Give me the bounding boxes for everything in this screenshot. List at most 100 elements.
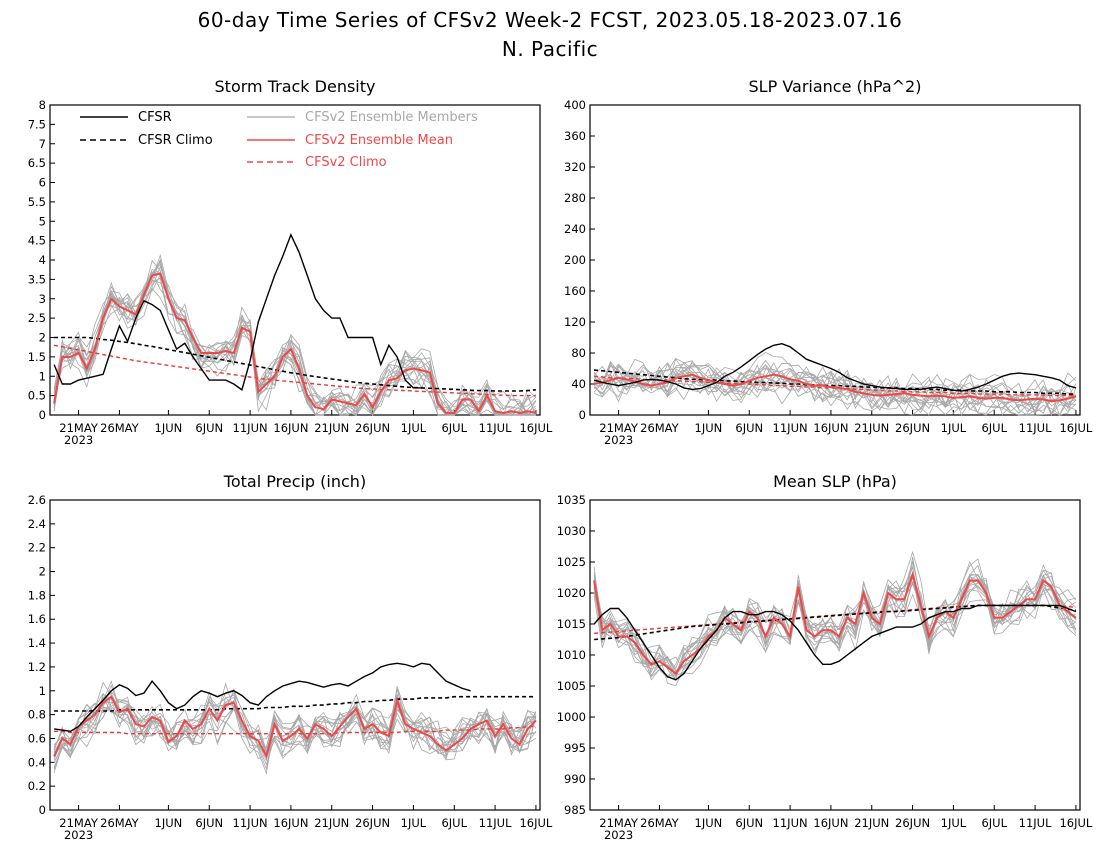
y-tick-label: 1.2 [28,660,46,674]
series-line-cfsr-climo [54,695,536,712]
legend: CFSR CFSR Climo CFSv2 Ensemble Members CFSv… [80,110,478,170]
series-line-cfsr [53,662,471,733]
legend-label-cfsr: CFSR [138,110,172,125]
ensemble-member-line [593,363,1077,416]
ensemble-member-line [593,560,1077,681]
x-tick-label: 16JUN [813,816,848,830]
y-tick-label: 7 [39,137,46,151]
x-tick-label: 6JUL [981,421,1007,435]
ensemble-member-line [593,360,1077,416]
x-tick-label: 21JUN [854,816,889,830]
x-tick-label: 1JUN [155,421,183,435]
x-tick-label: 1JUN [695,421,723,435]
x-tick-label: 26JUN [895,421,930,435]
x-tick-label: 1JUN [695,816,723,830]
y-tick-label: 1 [39,369,46,383]
x-year-label: 2023 [64,433,93,447]
x-year-label: 2023 [604,433,633,447]
y-tick-label: 7.5 [28,117,46,131]
x-tick-label: 26MAY [100,421,140,435]
ensemble-member-line [53,700,537,761]
x-tick-label: 26JUN [895,816,930,830]
x-tick-label: 26MAY [640,816,680,830]
y-tick-label: 995 [564,741,586,755]
x-tick-label: 16JUL [519,421,552,435]
y-tick-label: 400 [564,98,586,112]
x-tick-label: 11JUN [233,816,268,830]
x-tick-label: 16JUL [1059,421,1092,435]
y-tick-label: 1 [39,684,46,698]
y-tick-label: 0.5 [28,389,46,403]
y-tick-label: 1020 [557,586,586,600]
legend-label-ens-mean: CFSv2 Ensemble Mean [305,133,453,148]
y-tick-label: 1035 [557,493,586,507]
plot-frame [49,104,541,416]
ensemble-members [593,352,1077,417]
series-line-ens-mean [53,695,537,760]
x-tick-label: 11JUL [479,421,512,435]
panel-title: Total Precip (inch) [223,472,366,491]
y-tick-label: 6 [39,176,46,190]
series-line-cfsr [593,342,1077,392]
x-tick-label: 6JUL [981,816,1007,830]
y-tick-label: 320 [564,160,586,174]
series-line-cfsr-climo [54,336,536,392]
x-tick-label: 1JUL [941,816,967,830]
figure-title-line2: N. Pacific [502,37,598,61]
y-tick-label: 1030 [557,524,586,538]
x-tick-label: 6JUN [735,421,763,435]
x-tick-label: 11JUN [233,421,268,435]
x-tick-label: 21JUN [314,421,349,435]
x-tick-label: 1JUL [401,421,427,435]
ensemble-member-line [53,271,536,416]
y-tick-label: 0 [39,803,46,817]
y-tick-label: 2.4 [28,517,46,531]
ensemble-member-line [593,576,1077,678]
y-tick-label: 40 [571,377,586,391]
y-tick-label: 1015 [557,617,586,631]
chart-panel-1: Storm Track Density 0 0.5 1 1.5 2 2.5 3 3.5 4 4.5 5… [28,77,553,447]
y-tick-label: 4 [39,253,46,267]
y-tick-label: 985 [564,803,586,817]
y-tick-label: 160 [564,284,586,298]
chart-panel-4: Mean SLP (hPa) 985 990 995 1000 1005 1010 1015 1… [557,472,1093,842]
y-tick-label: 8 [39,98,46,112]
x-tick-label: 11JUL [1019,816,1052,830]
ensemble-member-line [593,560,1077,679]
y-tick-label: 1005 [557,679,586,693]
figure-title-line1: 60-day Time Series of CFSv2 Week-2 FCST,… [198,8,903,32]
x-tick-label: 21MAY [59,816,99,830]
series-line-ens-mean [593,570,1077,676]
x-tick-label: 1JUN [155,816,183,830]
y-tick-label: 1000 [557,710,586,724]
legend-label-cfsr-climo: CFSR Climo [138,133,213,148]
x-tick-label: 26MAY [100,816,140,830]
y-tick-label: 360 [564,129,586,143]
chart-panel-2: SLP Variance (hPa^2) 0 40 80 120 160 200 240 280… [564,77,1093,447]
ensemble-member-line [53,258,536,416]
x-tick-label: 6JUL [441,816,467,830]
x-tick-label: 6JUL [441,421,467,435]
x-year-label: 2023 [604,828,633,842]
x-tick-label: 26JUN [355,816,390,830]
x-tick-label: 16JUN [273,421,308,435]
y-tick-label: 0.2 [28,779,46,793]
y-tick-label: 240 [564,222,586,236]
y-tick-label: 2.6 [28,493,46,507]
y-tick-label: 2 [39,331,46,345]
y-tick-label: 3.5 [28,272,46,286]
x-tick-label: 6JUN [735,816,763,830]
y-tick-label: 2 [39,565,46,579]
x-year-label: 2023 [64,828,93,842]
x-tick-label: 1JUL [401,816,427,830]
y-tick-label: 5.5 [28,195,46,209]
plot-frame [49,499,541,811]
y-tick-label: 1.8 [28,588,46,602]
x-tick-label: 6JUN [195,421,223,435]
legend-label-cfsv2-climo: CFSv2 Climo [305,155,387,170]
x-tick-label: 11JUL [479,816,512,830]
y-tick-label: 80 [571,346,586,360]
y-tick-label: 0 [39,408,46,422]
legend-label-ens-members: CFSv2 Ensemble Members [305,110,478,125]
ensemble-member-line [594,364,1077,414]
